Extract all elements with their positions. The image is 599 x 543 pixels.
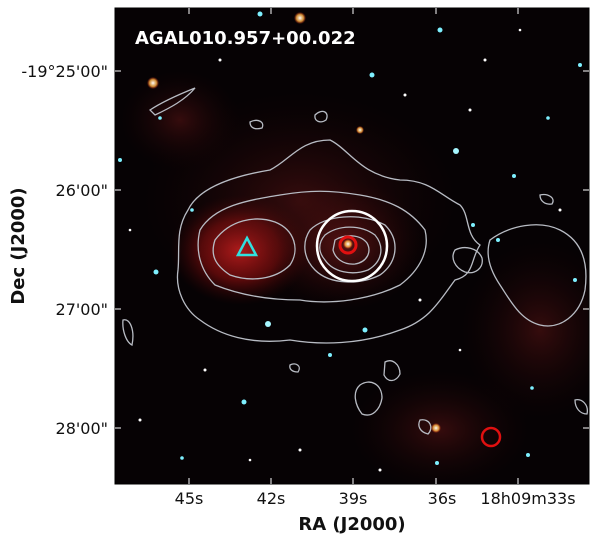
star-field — [118, 11, 582, 472]
x-tick-label: 45s — [175, 489, 204, 508]
x-tick-label: 36s — [428, 489, 457, 508]
contour-south-3 — [418, 419, 432, 435]
star — [453, 148, 459, 154]
star — [471, 223, 475, 227]
star — [158, 116, 162, 120]
star — [369, 72, 375, 78]
contour-se-1 — [574, 399, 588, 415]
star — [496, 238, 500, 242]
star — [418, 298, 422, 302]
image-frame — [114, 7, 590, 485]
contour-2 — [197, 190, 427, 303]
star — [403, 93, 407, 97]
star — [468, 108, 472, 112]
cyan-triangle-icon — [235, 235, 259, 257]
x-axis-title: RA (J2000) — [298, 514, 405, 535]
star — [512, 174, 516, 178]
contour-north-1 — [148, 87, 196, 116]
y-tick-labels: -19°25'00" 26'00" 27'00" 28'00" — [21, 62, 108, 438]
contour-3 — [212, 218, 296, 280]
star — [573, 278, 577, 282]
star — [147, 77, 159, 89]
contour-north-2 — [249, 119, 264, 130]
star — [118, 158, 122, 162]
star — [190, 208, 194, 212]
star — [180, 456, 184, 460]
image-content — [118, 11, 589, 484]
star — [343, 239, 353, 249]
x-tick-label: 39s — [339, 489, 368, 508]
contour-east-2 — [452, 247, 483, 274]
star — [153, 269, 159, 275]
plot-title: AGAL010.957+00.022 — [135, 28, 356, 49]
nebula-diffuse-2 — [460, 240, 589, 420]
star — [203, 368, 207, 372]
contour-5 — [319, 226, 382, 274]
y-tick-label: 26'00" — [56, 181, 108, 200]
star — [138, 418, 142, 422]
star — [128, 228, 132, 232]
star — [356, 126, 364, 134]
x-tick-labels: 45s 42s 39s 36s 18h09m33s — [175, 489, 576, 508]
nebula-diffuse-4 — [120, 70, 240, 170]
star — [378, 468, 382, 472]
red-circle-icon — [480, 426, 502, 448]
star — [546, 116, 550, 120]
star — [518, 28, 522, 32]
star — [328, 353, 332, 357]
star — [526, 453, 530, 457]
contour-south-1 — [354, 381, 383, 416]
star — [483, 58, 487, 62]
y-tick-label: 28'00" — [56, 419, 108, 438]
star — [435, 461, 439, 465]
contour-east-3 — [539, 193, 554, 205]
contour-4 — [304, 216, 396, 283]
star — [265, 321, 271, 327]
source-circle-icon — [315, 209, 389, 283]
star — [218, 58, 222, 62]
x-tick-label: 18h09m33s — [480, 489, 575, 508]
contour-6 — [332, 235, 370, 265]
star — [294, 12, 306, 24]
contour-outer — [176, 139, 481, 344]
star — [298, 448, 302, 452]
contour-south-2 — [383, 360, 401, 382]
frame-ticks — [115, 8, 589, 484]
y-tick-label: -19°25'00" — [21, 62, 108, 81]
star — [530, 386, 534, 390]
red-circle-icon — [338, 235, 358, 255]
y-axis-title: Dec (J2000) — [8, 187, 29, 304]
contour-center-small — [289, 363, 300, 373]
star — [241, 399, 247, 405]
star — [257, 11, 263, 17]
x-tick-label: 42s — [257, 489, 286, 508]
contour-lines — [122, 87, 588, 435]
star — [578, 63, 582, 67]
star — [431, 423, 441, 433]
contour-east-1 — [487, 224, 587, 327]
star — [248, 458, 252, 462]
star — [437, 27, 443, 33]
y-tick-label: 27'00" — [56, 300, 108, 319]
star — [558, 208, 562, 212]
star — [458, 348, 462, 352]
contour-west-1 — [122, 319, 134, 346]
contour-north-3 — [314, 110, 328, 123]
star — [362, 327, 368, 333]
